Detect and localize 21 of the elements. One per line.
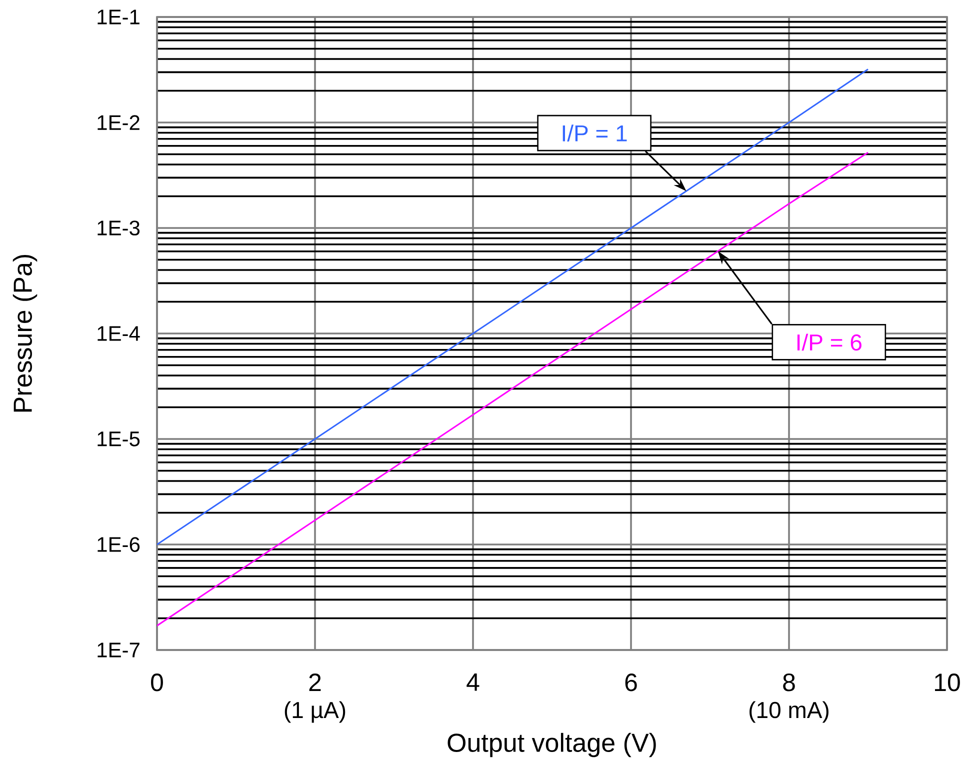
y-tick-label: 1E-2 — [98, 115, 140, 130]
y-tick-label: 1E-1 — [98, 10, 140, 24]
x-tick-label: 10 — [935, 674, 960, 692]
y-tick-label: 1E-6 — [98, 537, 140, 552]
y-tick-label: 1E-3 — [98, 220, 140, 236]
y-axis-title: Pressure (Pa) — [12, 254, 38, 412]
x-tick-label: 2 — [309, 674, 321, 691]
text: I/P = 6 — [797, 334, 862, 351]
x-tick-label: 8 — [783, 674, 795, 692]
line-series — [157, 68, 869, 546]
x-tick-label: 4 — [466, 674, 480, 691]
text: I/P = 1 — [562, 124, 627, 142]
x-axis-title: Output voltage (V) — [448, 732, 656, 758]
y-tick-label: 1E-5 — [98, 432, 140, 446]
y-tick-label: 1E-4 — [98, 326, 140, 341]
text: (1 µA) — [284, 701, 346, 723]
x-tick-label: 6 — [625, 674, 637, 692]
line-series — [157, 152, 869, 626]
text: (10 mA) — [750, 701, 828, 723]
y-tick-label: 1E-7 — [98, 642, 140, 658]
x-tick-label: 0 — [151, 674, 163, 692]
